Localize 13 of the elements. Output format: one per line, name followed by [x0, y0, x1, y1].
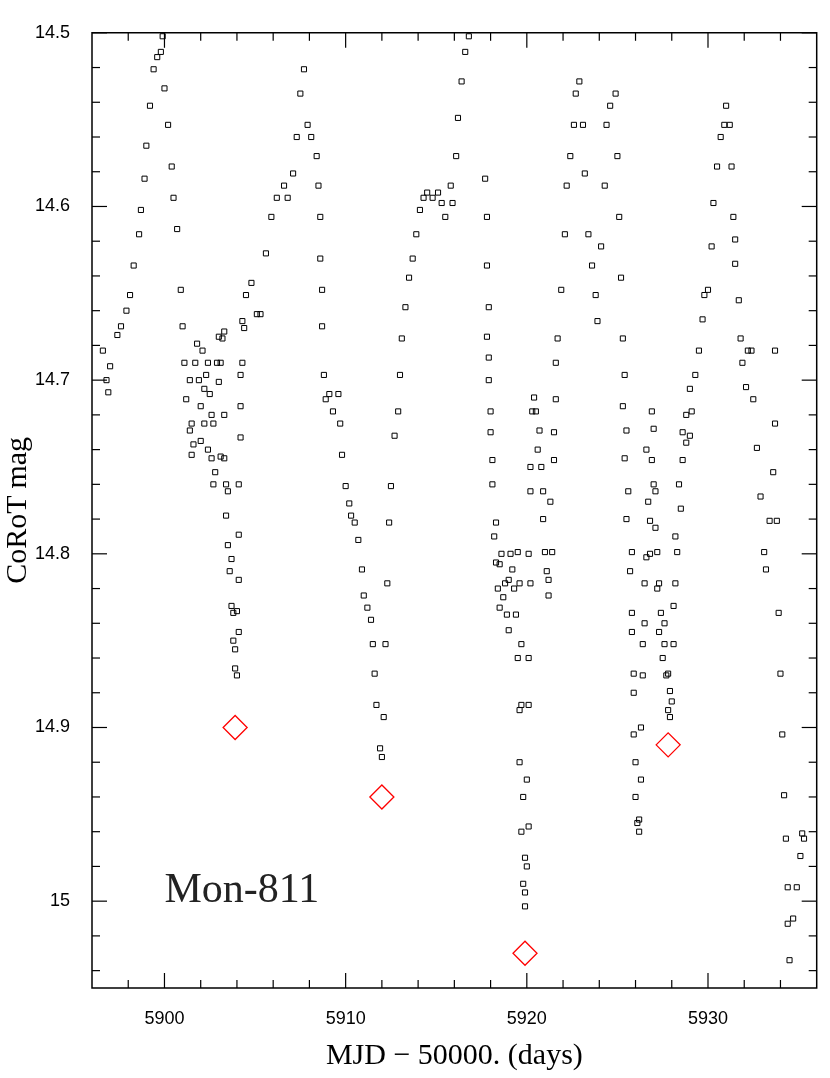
- y-tick-label: 14.7: [34, 369, 70, 390]
- y-tick-label: 14.8: [34, 542, 70, 563]
- y-tick-label: 14.5: [34, 21, 70, 42]
- y-tick-label: 14.9: [34, 716, 70, 737]
- x-tick-label: 5910: [325, 1007, 366, 1028]
- x-axis-title: MJD − 50000. (days): [325, 1036, 583, 1071]
- y-tick-label: 15: [49, 890, 70, 911]
- x-tick-label: 5920: [506, 1007, 547, 1028]
- x-tick-label: 5930: [687, 1007, 729, 1028]
- x-tick-label: 5900: [144, 1007, 185, 1028]
- y-tick-label: 14.6: [34, 195, 70, 216]
- annotation: Mon-811: [164, 865, 320, 912]
- y-axis-title: CoRoT mag: [0, 436, 32, 584]
